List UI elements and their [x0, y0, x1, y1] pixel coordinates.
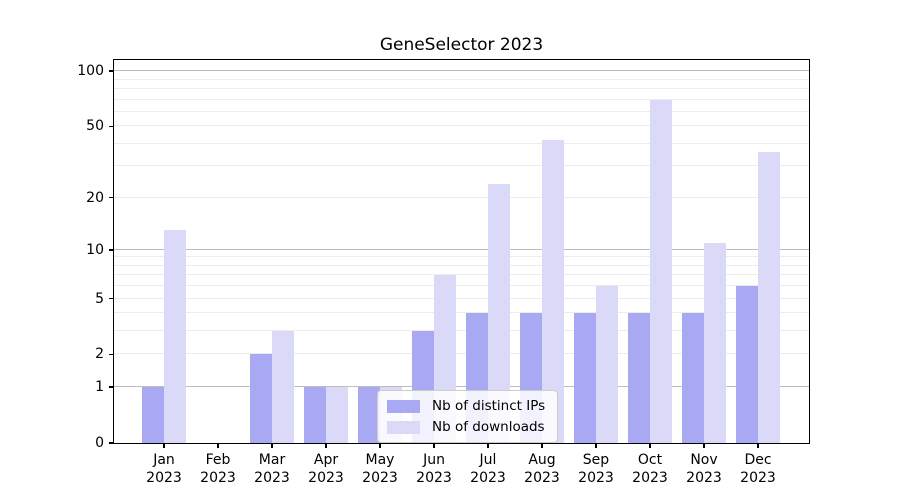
bar-distinct-ips	[142, 387, 164, 443]
bar-downloads	[164, 230, 186, 443]
x-tick-label: Sep 2023	[578, 452, 614, 487]
y-tick-mark	[109, 197, 114, 199]
gridline-minor	[114, 165, 809, 167]
y-tick-mark	[109, 297, 114, 300]
bar-distinct-ips	[304, 387, 326, 443]
x-tick-mark	[649, 443, 651, 448]
x-tick-label: May 2023	[362, 452, 398, 487]
bar-distinct-ips	[628, 313, 650, 443]
legend-label-distinct-ips: Nb of distinct IPs	[432, 398, 546, 414]
y-tick-mark	[109, 386, 114, 388]
bar-downloads	[758, 152, 780, 443]
x-tick-label: Jun 2023	[416, 452, 452, 487]
legend-swatch-distinct-ips-icon	[387, 399, 420, 413]
y-tick-mark	[109, 125, 114, 127]
gridline-major	[114, 70, 809, 72]
gridline-minor	[114, 87, 809, 89]
y-tick-mark	[109, 353, 114, 356]
bar-downloads	[272, 331, 294, 443]
gridline-minor	[114, 125, 809, 127]
gridline-minor	[114, 256, 809, 258]
x-tick-label: Nov 2023	[686, 452, 722, 487]
gridline-major	[114, 248, 809, 250]
x-tick-mark	[595, 443, 597, 448]
x-tick-mark	[325, 443, 327, 448]
x-tick-mark	[757, 443, 759, 448]
x-tick-mark	[271, 443, 273, 448]
gridline-minor	[114, 274, 809, 276]
bar-distinct-ips	[736, 286, 758, 443]
x-tick-mark	[217, 443, 219, 448]
x-tick-label: Oct 2023	[632, 452, 668, 487]
legend-label-downloads: Nb of downloads	[432, 419, 545, 435]
gridline-minor	[114, 312, 809, 314]
x-tick-mark	[487, 443, 489, 448]
bar-downloads	[488, 183, 510, 443]
y-tick-label: 20	[86, 189, 104, 206]
x-tick-label: Apr 2023	[308, 452, 344, 487]
bar-distinct-ips	[574, 313, 596, 443]
gridline-minor	[114, 264, 809, 266]
gridline-minor	[114, 78, 809, 80]
gridline-minor	[114, 98, 809, 100]
gridline-minor	[114, 196, 809, 198]
x-tick-label: Dec 2023	[740, 452, 776, 487]
y-tick-label: 2	[95, 346, 104, 363]
gridline-minor	[114, 297, 809, 299]
chart-title: GeneSelector 2023	[379, 35, 544, 55]
x-tick-mark	[433, 443, 435, 448]
y-tick-mark	[109, 249, 114, 251]
legend-swatch-downloads-icon	[387, 420, 420, 434]
legend-item-distinct-ips: Nb of distinct IPs	[387, 398, 545, 414]
y-tick-label: 1	[95, 379, 104, 396]
y-tick-label: 50	[86, 118, 104, 135]
plot-area: 0 1 2 5 10 20 50 100 Jan 2023 Feb 2023 Mar 2023 Apr…	[77, 59, 810, 486]
x-tick-mark	[379, 443, 381, 448]
bar-distinct-ips	[358, 387, 380, 443]
gridline-minor	[114, 330, 809, 332]
gridline-major	[114, 386, 809, 388]
x-tick-label: Mar 2023	[254, 452, 290, 487]
y-tick-label: 0	[95, 435, 104, 451]
y-tick-mark	[109, 70, 114, 72]
gridline-minor	[114, 285, 809, 287]
x-tick-label: Aug 2023	[524, 452, 560, 487]
x-tick-mark	[541, 443, 543, 448]
bar-distinct-ips	[682, 313, 704, 443]
y-tick-mark	[109, 442, 114, 444]
bar-downloads	[704, 242, 726, 443]
legend: Nb of distinct IPs Nb of downloads	[377, 390, 559, 443]
y-tick-label: 100	[77, 63, 104, 80]
x-tick-mark	[703, 443, 705, 448]
gridline-minor	[114, 110, 809, 112]
bar-distinct-ips	[250, 354, 272, 443]
x-tick-label: Jul 2023	[470, 452, 506, 487]
bar-downloads	[650, 99, 672, 443]
x-tick-label: Feb 2023	[200, 452, 236, 487]
legend-item-downloads: Nb of downloads	[387, 419, 545, 435]
bar-downloads	[326, 387, 348, 443]
bar-downloads	[542, 139, 564, 443]
gridline-minor	[114, 142, 809, 144]
bar-downloads	[596, 286, 618, 443]
gridline-minor	[114, 353, 809, 355]
y-tick-label: 5	[95, 290, 104, 307]
x-tick-label: Jan 2023	[146, 452, 182, 487]
x-tick-mark	[163, 443, 165, 448]
y-tick-label: 10	[86, 241, 104, 258]
